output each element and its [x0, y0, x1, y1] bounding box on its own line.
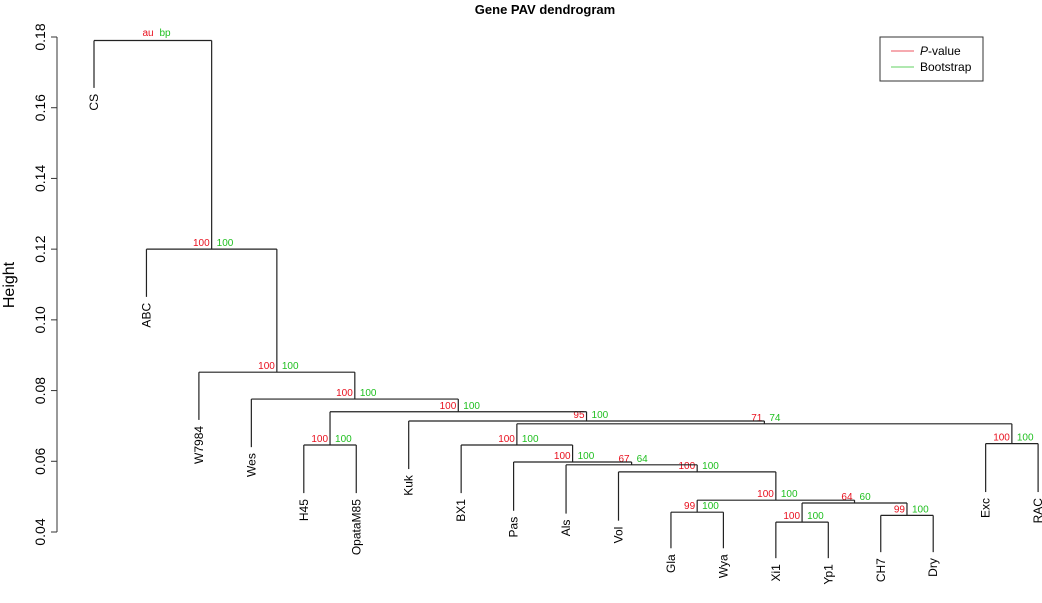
leaf-label: Vol — [612, 527, 626, 544]
node-bp-value: 100 — [578, 451, 595, 462]
node-au-value: 99 — [894, 504, 906, 515]
chart-title: Gene PAV dendrogram — [475, 2, 615, 17]
leaf-label: ABC — [139, 303, 153, 328]
y-tick-label: 0.18 — [32, 23, 48, 50]
leaf-label: Wes — [244, 453, 258, 477]
root-au-label: au — [142, 28, 153, 39]
y-tick-label: 0.10 — [32, 306, 48, 333]
node-bp-value: 100 — [1017, 433, 1034, 444]
y-tick-label: 0.04 — [32, 518, 48, 545]
leaf-label: Gla — [664, 554, 678, 573]
node-bp-value: 100 — [335, 434, 352, 445]
root-labels: au bp — [142, 28, 171, 39]
node-bp-value: 100 — [463, 401, 480, 412]
node-bp-value: 100 — [592, 410, 609, 421]
legend-box — [879, 36, 984, 82]
leaf-label: Exc — [979, 498, 993, 518]
node-bp-value: 60 — [860, 492, 872, 503]
node-bp-value: 100 — [702, 501, 719, 512]
node-au-value: 100 — [336, 388, 353, 399]
leaf-label: RAC — [1031, 498, 1042, 524]
y-tick-label: 0.06 — [32, 447, 48, 474]
node-bp-value: 100 — [522, 434, 539, 445]
leaf-label: Als — [559, 520, 573, 537]
node-bp-value: 100 — [807, 511, 824, 522]
node-bp-value: 100 — [282, 361, 299, 372]
legend-label-pvalue-italic: P — [920, 44, 928, 58]
y-tick-label: 0.08 — [32, 377, 48, 404]
node-au-value: 100 — [554, 451, 571, 462]
node-au-value: 100 — [498, 434, 515, 445]
legend-label-bootstrap: Bootstrap — [920, 60, 972, 74]
legend: P-value Bootstrap — [879, 36, 984, 82]
y-axis: 0.04 0.06 0.08 0.10 0.12 0.14 0.16 0.18 — [32, 23, 58, 546]
leaf-label: Pas — [507, 517, 521, 538]
root-bp-label: bp — [159, 28, 171, 39]
node-au-value: 100 — [993, 433, 1010, 444]
node-au-value: 99 — [684, 501, 696, 512]
y-tick-label: 0.16 — [32, 94, 48, 121]
node-au-value: 100 — [678, 461, 695, 472]
leaf-label: OpataM85 — [349, 499, 363, 555]
node-au-value: 100 — [440, 401, 457, 412]
leaf-label: Dry — [926, 558, 940, 577]
node-au-value: 67 — [618, 454, 630, 465]
node-bp-value: 100 — [217, 238, 234, 249]
node-au-value: 100 — [783, 511, 800, 522]
leaf-label: BX1 — [454, 499, 468, 522]
leaf-label: CH7 — [874, 558, 888, 582]
node-au-value: 100 — [193, 238, 210, 249]
node-bp-value: 64 — [637, 454, 649, 465]
node-au-value: 100 — [311, 434, 328, 445]
y-axis-label: Height — [1, 261, 18, 308]
y-tick-label: 0.14 — [32, 165, 48, 192]
node-bp-value: 100 — [702, 461, 719, 472]
leaf-label: Wya — [716, 554, 730, 578]
node-au-value: 95 — [573, 410, 585, 421]
node-bp-value: 74 — [769, 413, 781, 424]
node-bp-value: 100 — [360, 388, 377, 399]
leaf-label: Kuk — [402, 474, 416, 496]
legend-label-pvalue: P-value — [920, 44, 961, 58]
node-au-value: 100 — [757, 489, 774, 500]
node-bp-value: 100 — [781, 489, 798, 500]
leaf-label: CS — [87, 94, 101, 111]
leaf-label: W7984 — [192, 426, 206, 464]
leaf-label: H45 — [297, 499, 311, 521]
node-bp-value: 100 — [912, 504, 929, 515]
node-au-value: 100 — [258, 361, 275, 372]
leaf-label: Yp1 — [821, 564, 835, 585]
y-tick-label: 0.12 — [32, 235, 48, 262]
legend-label-pvalue-rest: -value — [928, 44, 961, 58]
leaf-label: Xi1 — [769, 564, 783, 582]
dendrogram-tree: 99 100 100 100 99 100 64 60 100 100 100 100 67 64 100 1… — [87, 39, 1042, 585]
node-au-value: 64 — [841, 492, 853, 503]
node-au-value: 71 — [751, 413, 763, 424]
